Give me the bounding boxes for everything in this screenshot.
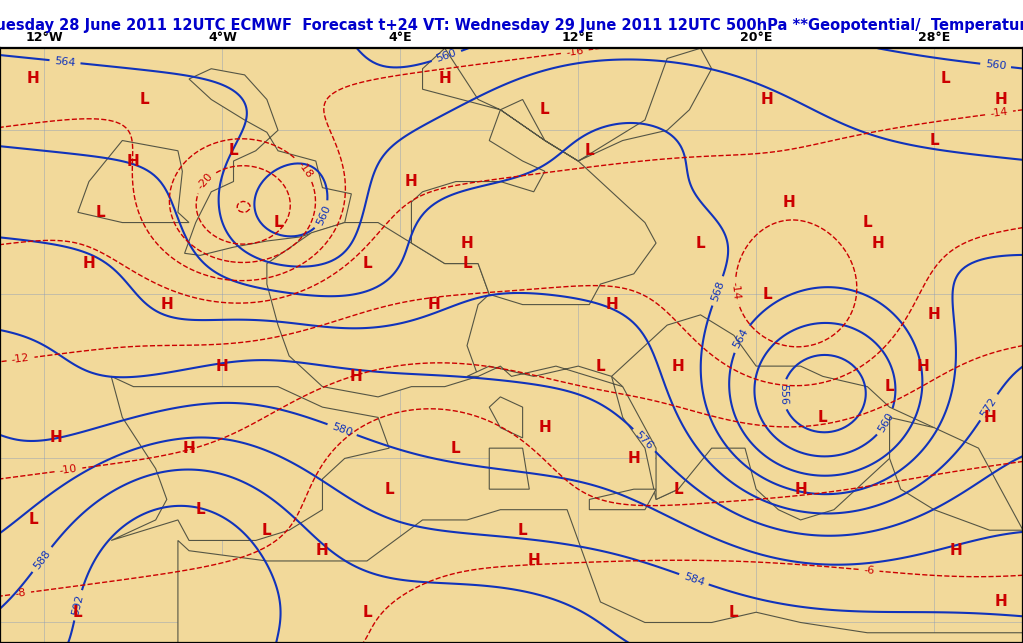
Text: -8: -8 <box>14 588 27 599</box>
Text: -14: -14 <box>730 282 742 300</box>
Text: H: H <box>917 359 929 374</box>
Text: H: H <box>439 71 451 87</box>
Polygon shape <box>890 417 1023 530</box>
Polygon shape <box>612 315 934 520</box>
Text: -20: -20 <box>195 172 215 192</box>
Text: H: H <box>405 174 417 189</box>
Polygon shape <box>489 397 523 438</box>
Text: H: H <box>994 92 1007 107</box>
Text: L: L <box>862 215 873 230</box>
Text: H: H <box>460 235 474 251</box>
Text: 584: 584 <box>682 571 706 588</box>
Text: L: L <box>273 215 282 230</box>
Text: L: L <box>584 143 594 158</box>
Text: 592: 592 <box>71 593 85 617</box>
Text: L: L <box>540 102 549 117</box>
Text: H: H <box>428 297 440 312</box>
Text: L: L <box>451 440 460 456</box>
Text: L: L <box>140 92 149 107</box>
Text: 560: 560 <box>877 411 896 434</box>
Text: Tuesday 28 June 2011 12UTC ECMWF  Forecast t+24 VT: Wednesday 29 June 2011 12UTC: Tuesday 28 June 2011 12UTC ECMWF Forecas… <box>0 18 1023 33</box>
Polygon shape <box>489 448 529 489</box>
Text: H: H <box>127 154 140 168</box>
Text: H: H <box>928 307 940 322</box>
Text: H: H <box>528 554 540 568</box>
Text: L: L <box>462 256 472 271</box>
Text: H: H <box>761 92 773 107</box>
Text: -14: -14 <box>989 107 1009 119</box>
Text: L: L <box>929 133 939 148</box>
Text: H: H <box>350 369 362 384</box>
Text: L: L <box>362 604 371 620</box>
Text: 580: 580 <box>330 421 354 438</box>
Text: H: H <box>983 410 996 425</box>
Text: L: L <box>29 512 38 527</box>
Text: -16: -16 <box>566 46 584 58</box>
Text: 576: 576 <box>633 429 655 451</box>
Text: L: L <box>940 71 950 87</box>
Polygon shape <box>468 366 678 500</box>
Text: L: L <box>362 256 371 271</box>
Text: L: L <box>73 604 83 620</box>
Text: H: H <box>627 451 640 466</box>
Text: H: H <box>994 595 1007 610</box>
Polygon shape <box>589 489 656 510</box>
Polygon shape <box>267 222 489 397</box>
Text: H: H <box>950 543 963 558</box>
Text: H: H <box>216 359 229 374</box>
Text: L: L <box>729 604 739 620</box>
Text: L: L <box>762 287 772 302</box>
Text: H: H <box>49 430 62 446</box>
Text: L: L <box>673 482 683 496</box>
Text: L: L <box>262 523 272 538</box>
Polygon shape <box>112 376 389 541</box>
Text: H: H <box>538 420 551 435</box>
Text: H: H <box>784 195 796 210</box>
Text: H: H <box>83 256 95 271</box>
Text: L: L <box>818 410 828 425</box>
Text: L: L <box>518 523 528 538</box>
Text: H: H <box>316 543 328 558</box>
Text: 568: 568 <box>709 279 726 303</box>
Text: -18: -18 <box>296 159 314 180</box>
Polygon shape <box>178 510 1023 643</box>
Text: L: L <box>229 143 238 158</box>
Text: H: H <box>183 440 195 456</box>
Text: H: H <box>672 359 684 374</box>
Polygon shape <box>78 141 189 222</box>
Text: -12: -12 <box>11 353 30 365</box>
Text: 560: 560 <box>435 48 458 64</box>
Text: 560: 560 <box>315 204 332 227</box>
Text: 588: 588 <box>32 548 52 571</box>
Text: L: L <box>696 235 705 251</box>
Text: H: H <box>161 297 173 312</box>
Text: L: L <box>385 482 394 496</box>
Text: 556: 556 <box>779 384 789 405</box>
Text: H: H <box>794 482 807 496</box>
Text: 564: 564 <box>731 327 751 350</box>
Polygon shape <box>411 100 656 305</box>
Polygon shape <box>184 69 351 255</box>
Text: -6: -6 <box>863 565 875 575</box>
Text: 560: 560 <box>984 59 1007 71</box>
Polygon shape <box>422 48 712 161</box>
Text: 572: 572 <box>979 395 998 419</box>
Text: L: L <box>95 205 105 220</box>
Text: H: H <box>27 71 40 87</box>
Text: -10: -10 <box>59 464 78 476</box>
Text: H: H <box>872 235 885 251</box>
Text: 564: 564 <box>54 56 76 68</box>
Text: H: H <box>606 297 618 312</box>
Text: L: L <box>885 379 894 394</box>
Text: L: L <box>595 359 606 374</box>
Text: L: L <box>195 502 205 517</box>
